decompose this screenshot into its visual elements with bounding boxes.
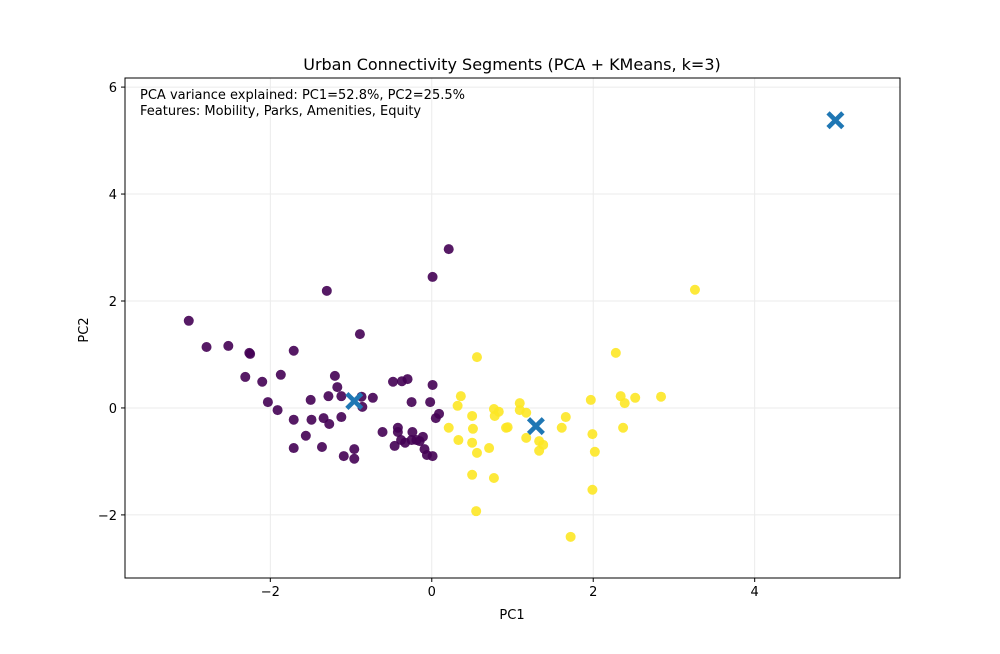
data-point	[467, 423, 478, 434]
y-tick-label: 2	[109, 295, 117, 310]
data-point	[471, 506, 482, 517]
data-point	[560, 412, 571, 423]
data-point	[587, 429, 598, 440]
y-tick-label: 4	[109, 188, 117, 203]
data-point	[618, 422, 629, 433]
data-point	[349, 453, 360, 464]
ticks: −2 0 2 4 −2 0 2 4 6	[98, 81, 759, 600]
data-point	[471, 447, 482, 458]
x-tick-label: −2	[261, 585, 280, 600]
data-point	[521, 432, 532, 443]
data-point	[245, 348, 256, 359]
points	[183, 244, 700, 542]
data-point	[389, 440, 400, 451]
data-point	[262, 397, 273, 408]
data-point	[288, 414, 299, 425]
data-point	[329, 370, 340, 381]
plot-frame	[124, 77, 901, 579]
data-point	[585, 394, 596, 405]
data-point	[336, 412, 347, 423]
centroids	[345, 111, 845, 436]
y-tick-label: 6	[109, 81, 117, 96]
data-point	[455, 391, 466, 402]
chart-title: Urban Connectivity Segments (PCA + KMean…	[303, 55, 721, 74]
data-point	[288, 443, 299, 454]
data-point	[223, 340, 234, 351]
data-point	[300, 430, 311, 441]
data-point	[565, 531, 576, 542]
data-point	[324, 418, 335, 429]
data-point	[316, 441, 327, 452]
data-point	[502, 422, 513, 433]
data-point	[388, 376, 399, 387]
data-point	[338, 451, 349, 462]
data-point	[427, 271, 438, 282]
data-point	[272, 405, 283, 416]
data-point	[417, 431, 428, 442]
data-point	[521, 407, 532, 418]
data-point	[453, 435, 464, 446]
data-point	[349, 444, 360, 455]
data-point	[534, 445, 545, 456]
data-point	[275, 369, 286, 380]
data-point	[183, 315, 194, 326]
data-point	[452, 400, 463, 411]
annotation-features: Features: Mobility, Parks, Amenities, Eq…	[140, 104, 421, 119]
data-point	[321, 285, 332, 296]
data-point	[257, 376, 268, 387]
data-point	[610, 347, 621, 358]
data-point	[402, 374, 413, 385]
data-point	[467, 437, 478, 448]
x-tick-label: 4	[751, 585, 759, 600]
data-point	[392, 422, 403, 433]
centroid-marker	[345, 391, 364, 410]
data-point	[514, 398, 525, 409]
data-point	[587, 484, 598, 495]
data-point	[434, 408, 445, 419]
data-point	[367, 392, 378, 403]
data-point	[336, 391, 347, 402]
data-point	[427, 379, 438, 390]
data-point	[471, 352, 482, 363]
annotation-variance: PCA variance explained: PC1=52.8%, PC2=2…	[140, 88, 465, 103]
data-point	[630, 392, 641, 403]
x-tick-label: 2	[589, 585, 597, 600]
data-point	[332, 382, 343, 393]
centroid-marker	[526, 417, 545, 436]
data-point	[619, 398, 630, 409]
data-point	[656, 391, 667, 402]
y-tick-label: −2	[98, 509, 117, 524]
data-point	[377, 427, 388, 438]
data-point	[467, 410, 478, 421]
data-point	[407, 427, 418, 438]
data-point	[323, 391, 334, 402]
data-point	[406, 397, 417, 408]
y-axis-label: PC2	[77, 317, 92, 342]
data-point	[305, 394, 316, 405]
data-point	[488, 473, 499, 483]
data-point	[484, 443, 495, 454]
data-point	[306, 414, 317, 425]
data-point	[443, 422, 454, 433]
grid	[125, 78, 900, 578]
data-point	[689, 284, 700, 295]
data-point	[589, 446, 600, 457]
data-point	[427, 451, 438, 462]
data-point	[354, 329, 365, 340]
data-point	[240, 371, 251, 382]
data-point	[425, 397, 436, 408]
centroid-marker	[826, 111, 845, 130]
x-tick-label: 0	[428, 585, 436, 600]
data-point	[467, 469, 478, 480]
data-point	[288, 345, 299, 356]
data-point	[201, 341, 212, 352]
y-tick-label: 0	[109, 402, 117, 417]
data-point	[556, 422, 567, 433]
data-point	[493, 406, 504, 417]
x-axis-label: PC1	[499, 608, 524, 623]
data-point	[443, 244, 454, 255]
